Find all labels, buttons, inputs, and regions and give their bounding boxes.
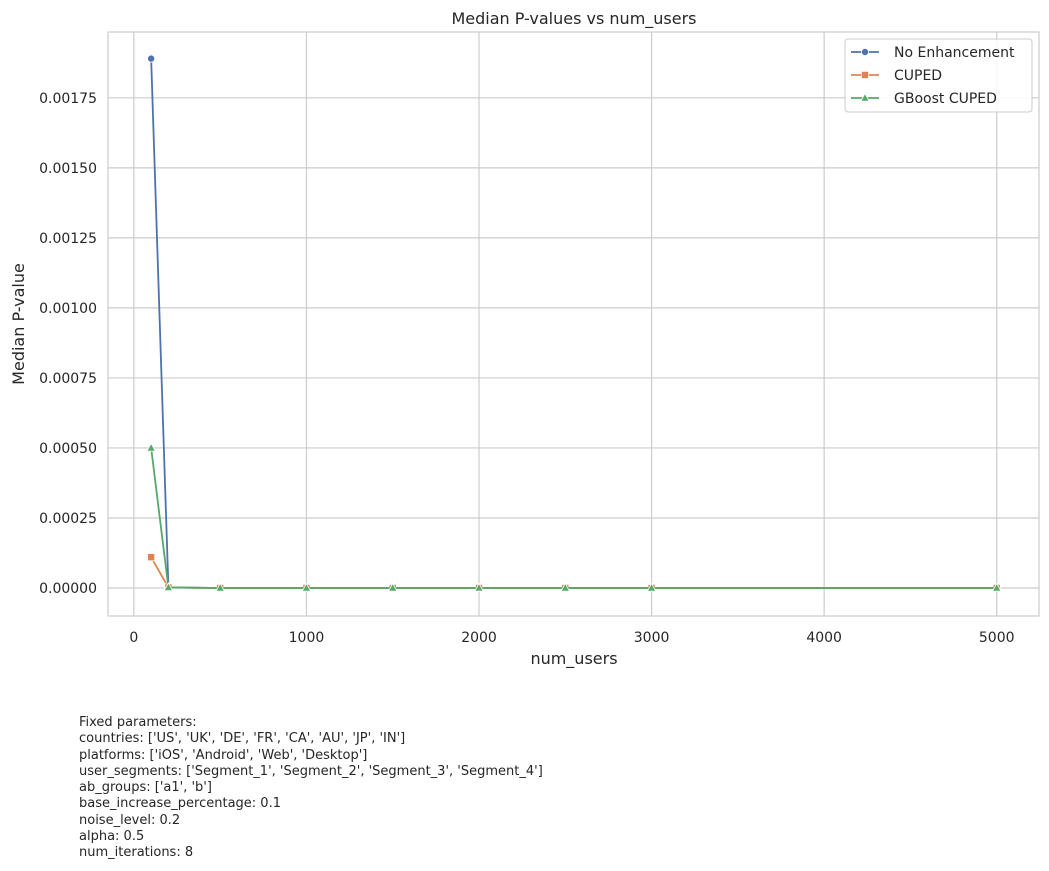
- parameter-line: countries: ['US', 'UK', 'DE', 'FR', 'CA'…: [79, 731, 406, 747]
- series-cuped: [147, 553, 1001, 592]
- parameter-line: user_segments: ['Segment_1', 'Segment_2'…: [79, 763, 543, 779]
- plot-frame: [107, 31, 1040, 617]
- parameter-line: alpha: 0.5: [79, 829, 145, 845]
- y-tick-label: 0.00175: [39, 91, 97, 107]
- legend-label-no-enhancement: No Enhancement: [894, 45, 1015, 61]
- data-point-gboost-cuped: [646, 582, 657, 592]
- y-axis-label: Median P-value: [9, 263, 28, 385]
- x-tick-label: 5000: [979, 630, 1015, 646]
- x-tick-label: 4000: [806, 630, 842, 646]
- parameter-line: noise_level: 0.2: [79, 812, 181, 828]
- series-line-cuped: [150, 556, 997, 589]
- data-point-no-enhancement: [147, 54, 156, 63]
- y-tick-label: 0.00100: [39, 301, 97, 317]
- legend-marker-cuped: [861, 71, 870, 80]
- data-point-cuped: [147, 553, 156, 562]
- x-tick-label: 1000: [289, 630, 325, 646]
- data-point-gboost-cuped: [991, 582, 1002, 592]
- legend-marker-gboost-cuped: [860, 92, 870, 102]
- legend-label-gboost-cuped: GBoost CUPED: [894, 91, 997, 107]
- parameter-line: base_increase_percentage: 0.1: [79, 796, 281, 812]
- series-gboost-cuped: [146, 442, 1002, 592]
- series-line-no-enhancement: [150, 58, 997, 589]
- parameter-line: num_iterations: 8: [79, 845, 194, 861]
- y-tick-label: 0.00075: [39, 371, 97, 387]
- data-point-gboost-cuped: [163, 582, 174, 592]
- parameter-line: platforms: ['iOS', 'Android', 'Web', 'De…: [79, 747, 368, 763]
- data-point-gboost-cuped: [387, 582, 398, 592]
- x-tick-label: 0: [129, 630, 138, 646]
- series-layer: [146, 54, 1002, 592]
- y-tick-label: 0.00000: [39, 581, 97, 597]
- data-point-gboost-cuped: [215, 582, 226, 592]
- data-point-gboost-cuped: [560, 582, 571, 592]
- y-tick-label: 0.00125: [39, 231, 97, 247]
- x-axis-ticks: 0 1000 2000 3000 4000 5000: [129, 630, 1014, 646]
- fixed-parameters-note: Fixed parameters: countries: ['US', 'UK'…: [79, 715, 543, 862]
- data-point-gboost-cuped: [146, 442, 157, 452]
- y-axis-ticks: 0.00000 0.00025 0.00050 0.00075 0.00100 0.001…: [39, 91, 97, 597]
- legend: No Enhancement CUPED GBoost CUPED: [844, 38, 1033, 113]
- series-no-enhancement: [147, 54, 1001, 592]
- legend-box: [844, 38, 1033, 113]
- legend-marker-no-enhancement: [861, 48, 870, 57]
- chart-title: Median P-values vs num_users: [451, 9, 696, 29]
- legend-label-cuped: CUPED: [894, 68, 942, 84]
- data-point-gboost-cuped: [474, 582, 484, 592]
- grid-lines: [108, 32, 1039, 616]
- line-chart: Median P-values vs num_users 0.000000.00…: [9, 9, 1040, 669]
- x-tick-label: 2000: [461, 630, 497, 646]
- data-point-gboost-cuped: [301, 582, 312, 592]
- y-tick-label: 0.00050: [39, 441, 97, 457]
- parameter-line: ab_groups: ['a1', 'b']: [79, 780, 212, 796]
- y-tick-label: 0.00150: [39, 161, 97, 177]
- x-tick-label: 3000: [634, 630, 670, 646]
- y-tick-label: 0.00025: [39, 511, 97, 527]
- x-axis-label: num_users: [530, 649, 617, 669]
- fixed-parameters-heading: Fixed parameters:: [79, 715, 197, 730]
